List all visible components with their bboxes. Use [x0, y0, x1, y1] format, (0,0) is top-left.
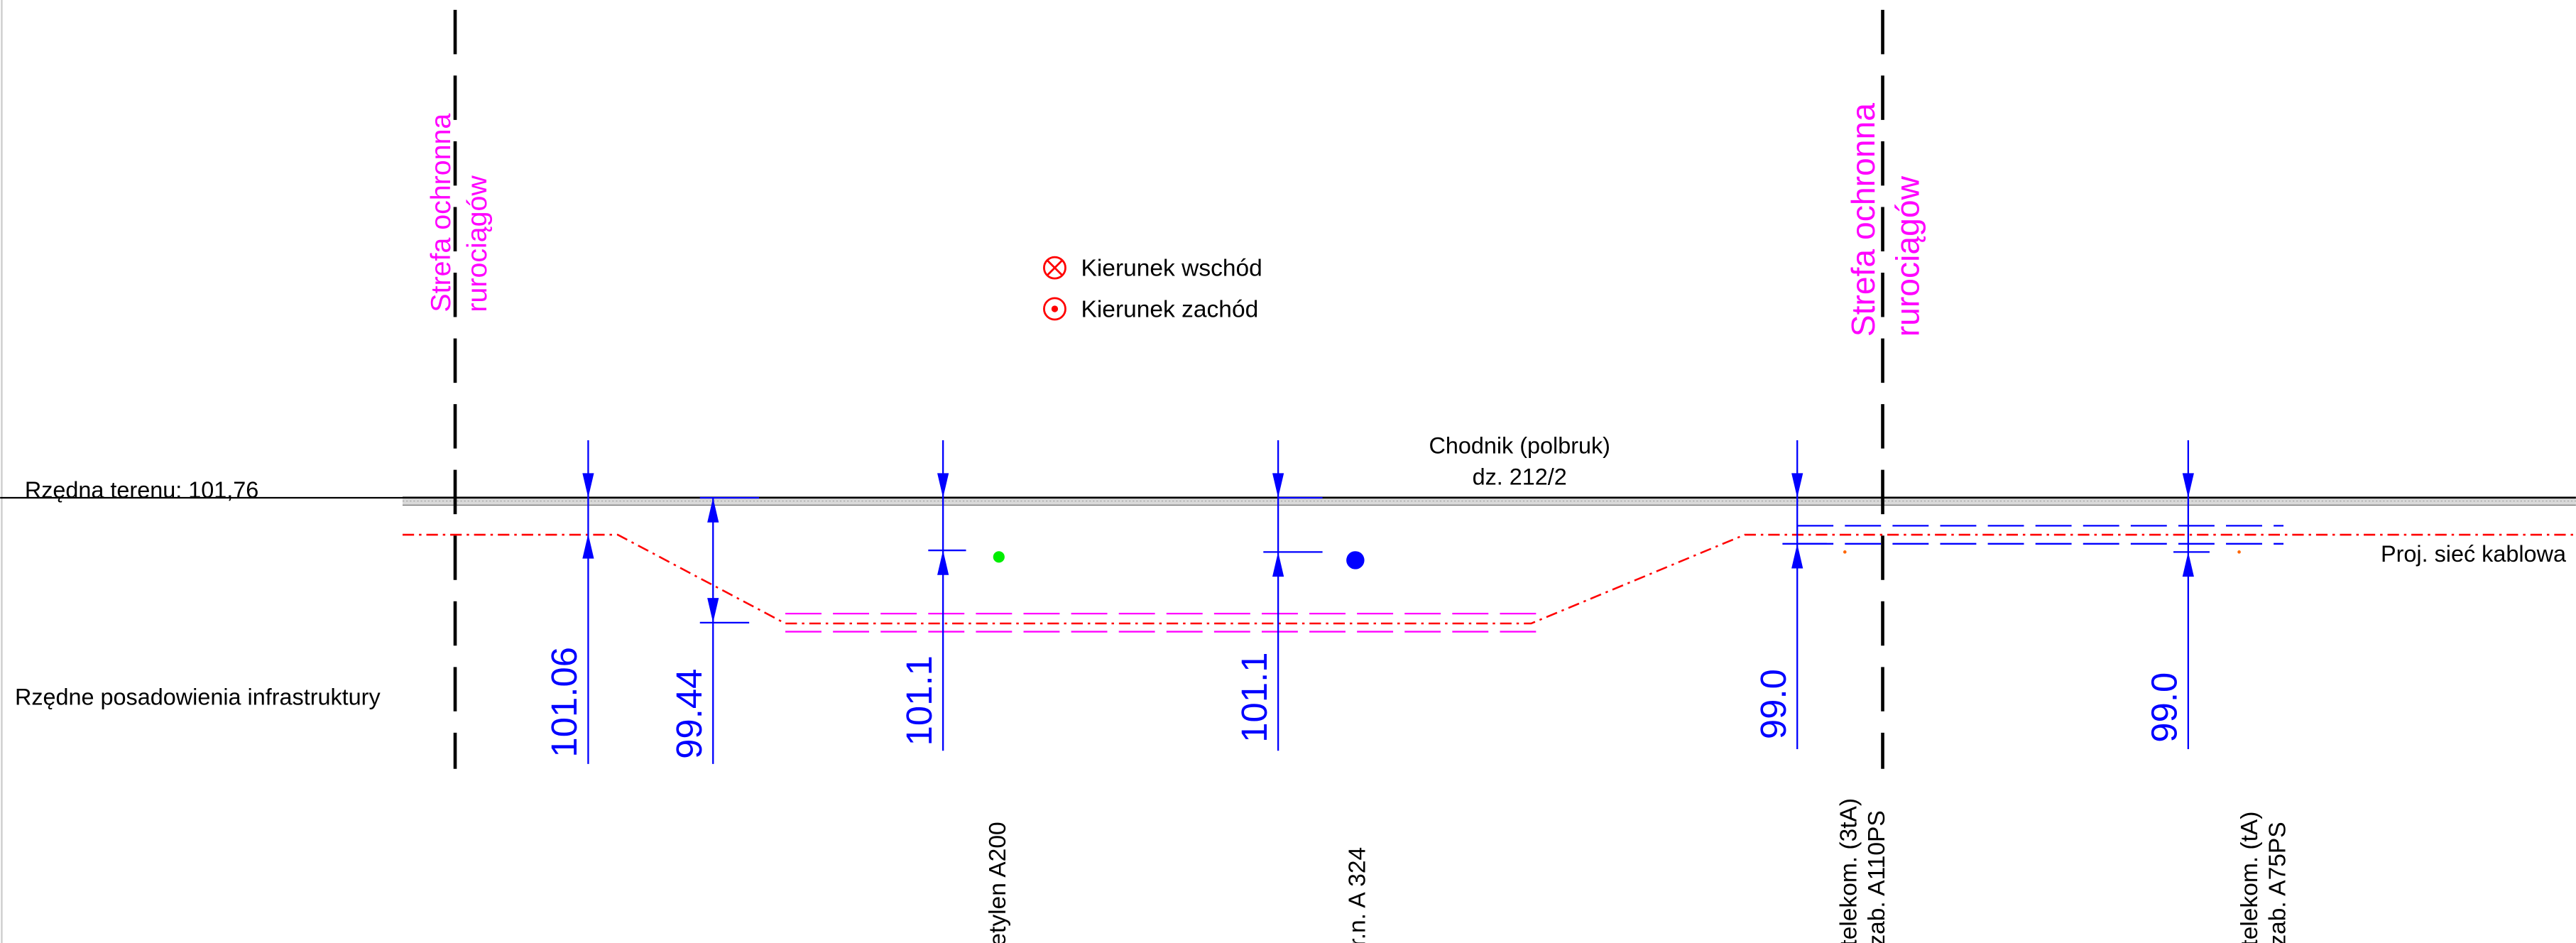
dimension-value: 101.06	[544, 647, 584, 758]
dimension-value: 99.0	[2144, 672, 2185, 743]
dimension-value: 99.0	[1753, 669, 1794, 739]
parcel-label: dz. 212/2	[1473, 464, 1567, 490]
utility-label: r.n. A 324	[1345, 847, 1371, 943]
zone-label-line1: Strefa ochronna	[1845, 103, 1882, 337]
terrain-level-label: Rzędna terenu: 101,76	[25, 477, 258, 503]
zone-label-left: Strefa ochronna rurociągów	[425, 114, 493, 312]
dimension-value: 101.1	[1234, 652, 1275, 742]
telecom-cable-marker	[2237, 550, 2241, 554]
legend-west-label: Kierunek zachód	[1081, 297, 1258, 323]
circle-cross-icon	[1043, 256, 1066, 280]
circle-dot-icon	[1043, 297, 1066, 321]
legend: Kierunek wschód Kierunek zachód	[1043, 256, 1262, 323]
utility-label: etylen A200	[985, 822, 1011, 943]
telecom-cable-marker	[1843, 550, 1847, 554]
zone-label-line2: rurociągów	[1889, 175, 1926, 337]
dimension-value: 99.44	[669, 669, 709, 759]
legend-east-label: Kierunek wschód	[1081, 256, 1262, 282]
cable-label: Proj. sieć kablowa	[2381, 541, 2566, 567]
dimension-value: 101.1	[899, 655, 939, 746]
utility-label: zab. A75PS	[2264, 822, 2291, 943]
zone-label-line2: rurociągów	[462, 175, 493, 312]
foundation-row-label: Rzędne posadowienia infrastruktury	[15, 685, 381, 710]
zone-label-right: Strefa ochronna rurociągów	[1845, 103, 1926, 337]
surface-label: Chodnik (polbruk)	[1429, 433, 1610, 459]
cable-route	[402, 533, 2576, 625]
utility-label: telekom. (tA)	[2237, 812, 2263, 943]
pipe-marker	[1346, 551, 1365, 569]
utility-label: telekom. (3tA)	[1836, 798, 1862, 943]
utility-label: zab. A110PS	[1864, 810, 1890, 943]
zone-label-line1: Strefa ochronna	[425, 114, 457, 312]
dimension-line	[582, 440, 2210, 764]
gas-pipe-marker	[993, 551, 1005, 563]
